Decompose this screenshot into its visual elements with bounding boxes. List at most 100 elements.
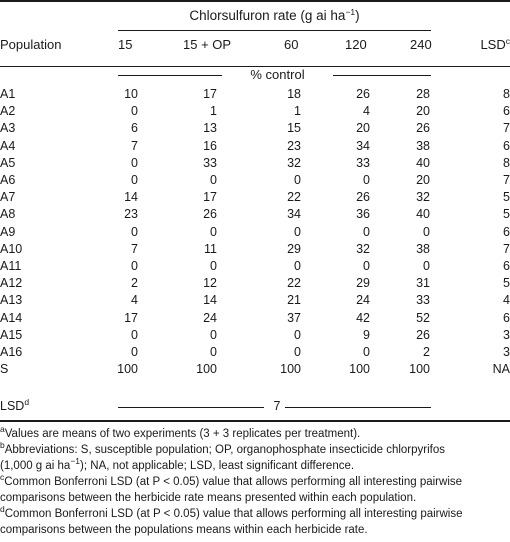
footnote-b-text-1: Abbreviations: S, susceptible population…: [4, 444, 445, 456]
value-cell: 34: [356, 138, 370, 153]
table-row: A1 10 17 18 26 28 8: [0, 86, 510, 103]
value-cell: 26: [203, 207, 217, 222]
lsd-cell: 5: [503, 276, 510, 291]
value-cell: 20: [416, 173, 430, 187]
value-cell: 31: [416, 276, 430, 291]
footnote-b-text-2: (1,000 g ai ha: [0, 460, 71, 472]
population-cell: A15: [0, 327, 23, 342]
lsd-cell: 6: [503, 259, 510, 273]
value-cell: 17: [203, 190, 217, 205]
rate-header-text: Chlorsulfuron rate (g ai ha: [189, 8, 346, 23]
value-cell: 0: [210, 345, 217, 359]
population-cell: A10: [0, 241, 23, 256]
footnote-b-exp: −1: [70, 455, 81, 466]
value-cell: 52: [416, 310, 430, 325]
lsd-cell: 8: [503, 155, 510, 170]
population-cell: A11: [0, 259, 22, 273]
lsd-cell: 6: [503, 104, 510, 119]
value-cell: 24: [356, 293, 370, 308]
lsd-cell: 7: [503, 121, 510, 136]
column-header-row: Population 15 15 + OP 60 120 240 LSDc: [0, 37, 510, 55]
value-cell: 15: [287, 121, 301, 136]
header-bottom-rule: [0, 66, 510, 67]
value-cell: 9: [363, 327, 370, 342]
lsd-row-label-text: LSD: [0, 399, 25, 413]
value-cell: 0: [131, 104, 138, 119]
value-cell: 0: [363, 259, 370, 273]
table-row: A3 6 13 15 20 26 7: [0, 120, 510, 137]
lsd-cell: 5: [503, 190, 510, 205]
value-cell: 23: [287, 138, 301, 153]
value-cell: 0: [363, 345, 370, 359]
value-cell: 22: [287, 190, 301, 205]
table-row: S 100 100 100 100 100 NA: [0, 361, 510, 378]
value-cell: 0: [210, 224, 217, 239]
value-cell: 100: [117, 362, 138, 377]
value-cell: 0: [294, 345, 301, 359]
value-cell: 0: [363, 173, 370, 187]
footnote-b-mark: b: [0, 439, 5, 450]
lsd-cell: 7: [503, 173, 510, 187]
footnote-d-cont: comparisons between the populations mean…: [0, 522, 510, 538]
value-cell: 14: [124, 190, 138, 205]
rate-header-exponent: −1: [345, 6, 356, 17]
value-cell: 0: [131, 259, 138, 273]
value-cell: 38: [416, 138, 430, 153]
footnote-d: dCommon Bonferroni LSD (at P < 0.05) val…: [0, 503, 510, 522]
footnote-c-mark: c: [0, 471, 5, 482]
footnote-b: bAbbreviations: S, susceptible populatio…: [0, 439, 510, 458]
value-cell: 4: [363, 104, 370, 119]
value-cell: 42: [356, 310, 370, 325]
rate-header-rule: [118, 30, 431, 31]
population-header: Population: [0, 37, 62, 52]
value-cell: 17: [124, 310, 138, 325]
population-cell: A5: [0, 155, 16, 170]
value-cell: 33: [356, 155, 370, 170]
table-row: A15 0 0 0 9 26 3: [0, 327, 510, 344]
table-row: A14 17 24 37 42 52 6: [0, 310, 510, 327]
value-cell: 29: [356, 276, 370, 291]
value-cell: 0: [210, 173, 217, 187]
footnote-d-text-1: Common Bonferroni LSD (at P < 0.05) valu…: [4, 508, 463, 520]
value-cell: 33: [203, 155, 217, 170]
value-cell: 7: [131, 241, 138, 256]
value-cell: 100: [349, 362, 370, 377]
value-cell: 0: [131, 345, 138, 359]
population-cell: A2: [0, 104, 16, 119]
value-cell: 1: [294, 104, 301, 119]
population-cell: A1: [0, 87, 16, 101]
value-cell: 0: [210, 327, 217, 342]
footnote-c-cont: comparisons between the herbicide rate m…: [0, 490, 510, 506]
footnote-a: aValues are means of two experiments (3 …: [0, 425, 510, 442]
col-header-15: 15: [118, 37, 133, 52]
table-row: A5 0 33 32 33 40 8: [0, 155, 510, 172]
value-cell: 4: [131, 293, 138, 308]
lsd-header: LSDc: [480, 37, 510, 52]
table-row: A4 7 16 23 34 38 6: [0, 138, 510, 155]
value-cell: 0: [131, 155, 138, 170]
value-cell: 28: [416, 87, 430, 101]
value-cell: 29: [287, 241, 301, 256]
lsd-cell: 6: [503, 310, 510, 325]
rate-header: Chlorsulfuron rate (g ai ha−1): [118, 7, 431, 24]
table-row: A11 0 0 0 0 0 6: [0, 258, 510, 275]
lsd-cell: 7: [503, 241, 510, 256]
value-cell: 0: [294, 224, 301, 239]
value-cell: 2: [131, 276, 138, 291]
value-cell: 0: [131, 224, 138, 239]
value-cell: 37: [287, 310, 301, 325]
population-cell: A4: [0, 138, 16, 153]
value-cell: 0: [423, 224, 430, 239]
population-cell: A9: [0, 224, 16, 239]
value-cell: 11: [204, 241, 217, 256]
lsd-row: LSDd 7: [0, 398, 510, 415]
footnote-d-text-2: comparisons between the populations mean…: [0, 524, 368, 536]
value-cell: 32: [416, 190, 430, 205]
value-cell: 26: [416, 121, 430, 136]
value-cell: 0: [423, 259, 430, 273]
value-cell: 20: [416, 104, 430, 119]
footnote-d-mark: d: [0, 503, 5, 514]
lsd-cell: 3: [503, 327, 510, 342]
value-cell: 33: [416, 293, 430, 308]
